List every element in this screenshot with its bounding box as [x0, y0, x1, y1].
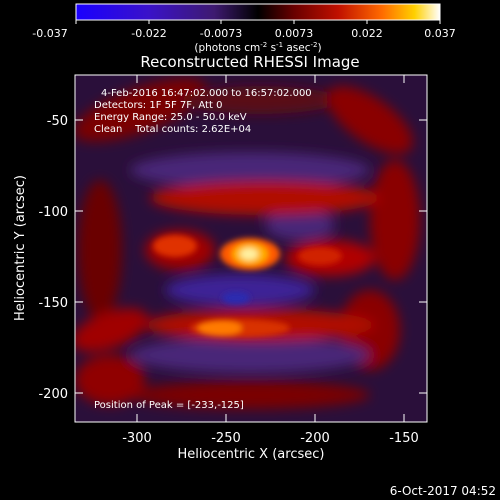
colorbar: -0.037 -0.022 -0.0073 0.0073 0.022 0.037… — [32, 3, 456, 54]
peak-position-label: Position of Peak = [-233,-125] — [94, 400, 244, 411]
info-line: Energy Range: 25.0 - 50.0 keV — [94, 112, 247, 123]
y-axis — [75, 119, 427, 394]
y-tick-label: -200 — [38, 387, 68, 402]
x-tick-label: -150 — [389, 431, 419, 446]
x-axis-label: Heliocentric X (arcsec) — [178, 447, 325, 462]
y-tick-label: -100 — [38, 205, 68, 220]
plot-frame — [74, 74, 428, 423]
x-axis — [136, 75, 405, 422]
y-tick-label: -50 — [47, 114, 68, 129]
x-tick-label: -300 — [122, 431, 152, 446]
colorbar-gradient — [75, 3, 441, 21]
colorbar-tick-label: -0.022 — [131, 27, 166, 40]
colorbar-tick-label: -0.0073 — [200, 27, 242, 40]
rhessi-image — [75, 75, 427, 422]
colorbar-units: (photons cm-2 s-1 asec-2) — [194, 41, 321, 54]
info-line: Detectors: 1F 5F 7F, Att 0 — [94, 100, 222, 111]
colorbar-tick-label: 0.037 — [424, 27, 456, 40]
x-tick-label: -200 — [300, 431, 330, 446]
y-axis-label: Heliocentric Y (arcsec) — [13, 175, 28, 321]
observation-info: 4-Feb-2016 16:47:02.000 to 16:57:02.000 … — [94, 88, 312, 135]
info-line: 4-Feb-2016 16:47:02.000 to 16:57:02.000 — [101, 88, 312, 99]
timestamp: 6-Oct-2017 04:52 — [390, 484, 496, 498]
plot-title: Reconstructed RHESSI Image — [140, 53, 359, 71]
colorbar-tick-label: 0.0073 — [275, 27, 314, 40]
colorbar-tick-label: 0.022 — [351, 27, 383, 40]
y-tick-label: -150 — [38, 296, 68, 311]
info-line: Clean Total counts: 2.62E+04 — [94, 124, 251, 135]
colorbar-tick-label: -0.037 — [32, 27, 67, 40]
x-tick-label: -250 — [211, 431, 241, 446]
